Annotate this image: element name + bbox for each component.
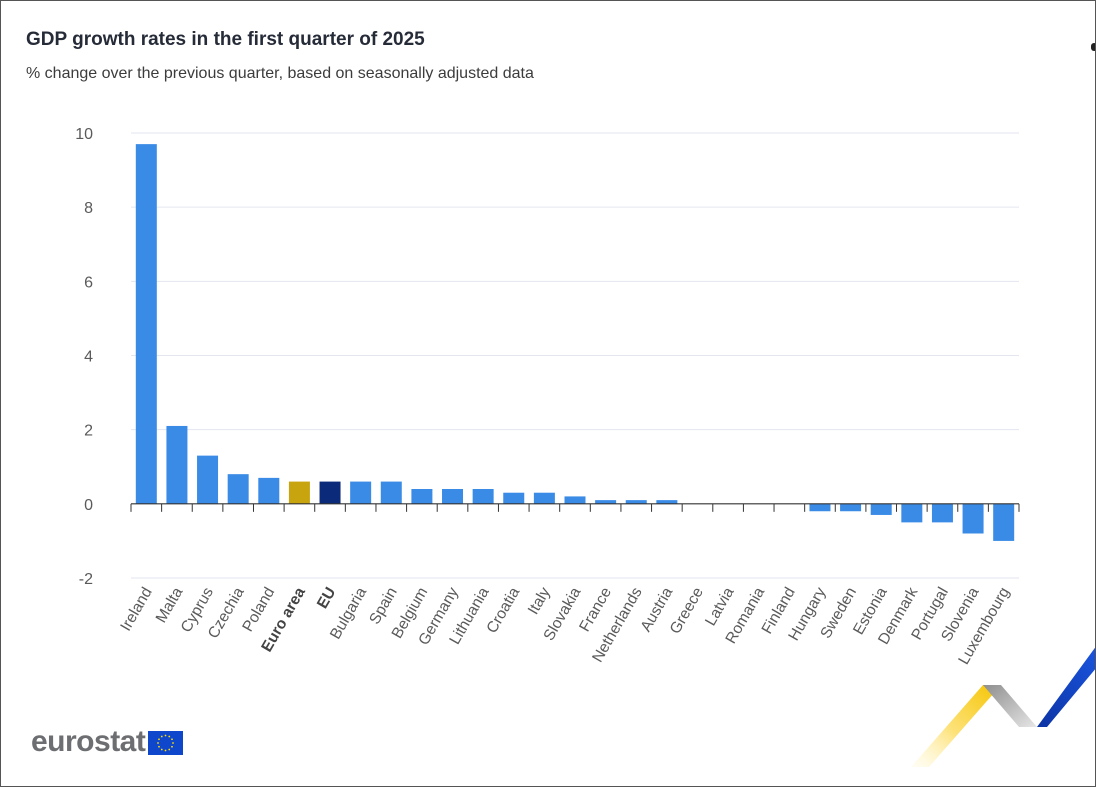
bar-italy[interactable] [533,492,555,504]
bar-euro-area[interactable] [288,481,310,504]
bar-belgium[interactable] [411,489,433,504]
flag-star-icon [158,738,161,741]
flag-star-icon [158,745,161,748]
bar-ireland[interactable] [135,144,157,504]
bar-malta[interactable] [166,425,188,504]
flag-star-icon [161,735,164,738]
bar-czechia[interactable] [227,474,249,504]
menu-dot-icon[interactable] [1091,43,1095,51]
flag-star-icon [172,742,175,744]
bar-austria[interactable] [656,500,678,504]
y-tick-label: 6 [84,274,93,291]
y-tick-label: 0 [84,497,93,514]
y-tick-label: 2 [84,423,93,440]
bar-germany[interactable] [442,489,464,504]
y-tick-label: 8 [84,200,93,217]
bar-slovakia[interactable] [564,496,586,504]
bar-cyprus[interactable] [197,455,219,504]
bar-lithuania[interactable] [472,489,494,504]
bar-estonia[interactable] [870,503,892,515]
flag-star-icon [164,749,167,752]
bar-poland[interactable] [258,477,280,504]
bar-hungary[interactable] [809,503,831,512]
bar-denmark[interactable] [901,503,923,523]
flag-star-icon [164,734,167,737]
bar-luxembourg[interactable] [993,503,1015,541]
bar-chart: -20246810IrelandMaltaCyprusCzechiaPoland… [75,126,1020,668]
bar-croatia[interactable] [503,492,525,504]
eu-flag-icon [148,731,184,755]
eurostat-logo: eurostat [31,725,184,759]
bar-sweden[interactable] [840,503,862,512]
bar-slovenia[interactable] [962,503,984,534]
flag-star-icon [168,748,171,751]
flag-star-icon [157,742,160,744]
flag-star-icon [171,745,174,748]
x-tick-label: Ireland [117,585,155,635]
bar-france[interactable] [595,500,617,504]
bar-spain[interactable] [380,481,402,504]
flag-star-icon [168,735,171,738]
eurostat-ribbon-icon [911,647,1095,767]
x-tick-label: EU [314,585,339,612]
flag-star-icon [171,738,174,741]
bar-eu[interactable] [319,481,341,504]
bar-netherlands[interactable] [625,500,647,504]
logo-text: eurostat [31,725,146,758]
bar-bulgaria[interactable] [350,481,372,504]
x-tick-label: Italy [525,584,554,617]
y-tick-label: -2 [79,571,93,588]
chart-subtitle: % change over the previous quarter, base… [26,65,534,82]
bar-portugal[interactable] [931,503,953,523]
y-tick-label: 10 [75,126,93,143]
chart-title: GDP growth rates in the first quarter of… [26,29,425,50]
flag-star-icon [161,748,164,751]
y-tick-label: 4 [84,349,93,366]
